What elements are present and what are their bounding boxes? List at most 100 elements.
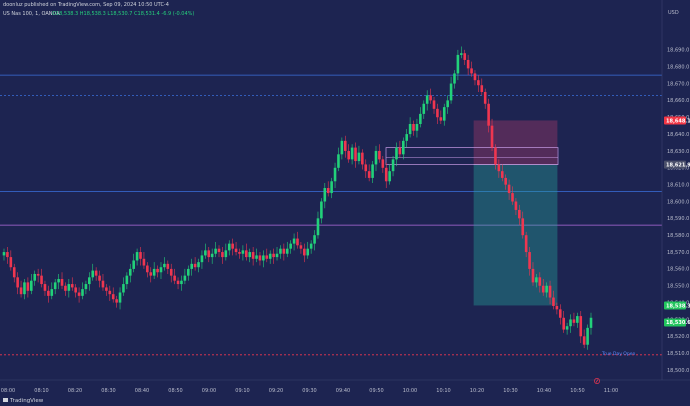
candle	[558, 304, 562, 325]
candle-body	[169, 268, 173, 276]
candle	[524, 231, 528, 258]
candle-body	[128, 268, 132, 276]
time-tick-label: 10:20	[470, 388, 484, 394]
candle-body	[262, 255, 265, 261]
candle	[125, 272, 129, 290]
candle-body	[214, 248, 217, 254]
price-tick-label: 18,510.0	[667, 351, 689, 357]
candle-body	[436, 108, 439, 118]
time-tick-label: 11:00	[604, 388, 618, 394]
candle	[313, 230, 316, 251]
flag-icon[interactable]	[594, 378, 600, 384]
candle-body	[224, 250, 228, 258]
candle-body	[207, 250, 211, 258]
candle	[528, 246, 531, 276]
candle-body	[357, 152, 361, 162]
candle-body	[449, 83, 453, 101]
candle-body	[40, 275, 43, 285]
candle-body	[453, 73, 456, 84]
candle	[146, 262, 149, 278]
take-profit-zone[interactable]	[473, 164, 558, 306]
candle	[442, 103, 446, 126]
price-tag-label: 18,648.1	[666, 118, 690, 124]
candle	[463, 49, 467, 66]
candle	[2, 248, 6, 261]
candle	[405, 129, 409, 148]
candle-body	[156, 268, 159, 273]
candle	[436, 103, 439, 124]
candle	[53, 279, 57, 295]
candle-body	[422, 103, 426, 114]
candle-body	[193, 263, 197, 268]
candle-body	[511, 193, 514, 202]
candle	[320, 198, 323, 224]
candle	[401, 137, 405, 160]
candle	[152, 262, 156, 280]
candle-body	[101, 280, 105, 288]
price-tag-label: 18,530.6	[666, 320, 690, 326]
price-tick-label: 18,640.0	[667, 132, 689, 138]
candle-body	[98, 275, 101, 281]
time-tick-label: 10:50	[570, 388, 584, 394]
candle-body	[579, 316, 583, 337]
candle	[388, 164, 391, 185]
candle	[197, 258, 200, 273]
brand-name: TradingView	[9, 398, 44, 404]
candle-body	[70, 284, 74, 288]
candle-body	[43, 284, 47, 291]
ohlc-values: O18,538.3 H18,538.3 L18,530.7 C18,531.4 …	[52, 11, 194, 17]
candle	[504, 174, 507, 190]
candle-body	[190, 263, 194, 269]
candle	[74, 284, 77, 298]
candle	[429, 88, 432, 104]
candle-body	[12, 267, 16, 278]
candle-body	[6, 252, 9, 258]
candle-body	[2, 252, 6, 256]
candle	[67, 279, 71, 298]
price-tag-label: 18,538.3	[666, 303, 690, 309]
tradingview-logo[interactable]: TradingView	[3, 398, 44, 404]
candle	[26, 277, 30, 298]
candle-body	[152, 268, 156, 276]
candle	[381, 156, 385, 173]
candle-body	[333, 167, 337, 182]
candle-body	[528, 252, 531, 269]
candle	[159, 262, 163, 280]
currency-label[interactable]: USD	[668, 10, 679, 16]
price-tag-label: 18,621.9	[666, 162, 690, 168]
candle	[412, 120, 415, 136]
candle-body	[77, 292, 81, 296]
candle	[408, 117, 412, 138]
candle-body	[125, 275, 129, 285]
candle	[490, 118, 494, 151]
candle	[285, 241, 289, 258]
candle	[497, 159, 501, 178]
symbol-title[interactable]: US Nas 100, 1, OANDA	[3, 11, 60, 17]
candle-body	[173, 275, 176, 281]
candle	[456, 49, 460, 81]
time-tick-label: 10:40	[537, 388, 551, 394]
candle-body	[159, 267, 163, 273]
candle	[477, 75, 480, 92]
candle	[98, 270, 101, 288]
time-tick-label: 09:10	[235, 388, 249, 394]
candles	[2, 46, 593, 350]
candle-body	[296, 238, 299, 246]
candle	[449, 76, 453, 104]
candle-body	[388, 171, 391, 182]
candle	[231, 238, 234, 256]
candle-body	[340, 140, 344, 155]
candle	[572, 312, 576, 327]
candle-body	[507, 184, 511, 194]
candle-body	[231, 243, 234, 249]
price-tick-label: 18,590.0	[667, 216, 689, 222]
time-axis[interactable]: 08:00 08:10 08:20 08:30 08:40 08:50 09:00 09:10…	[1, 388, 618, 394]
price-tick-label: 18,500.0	[667, 368, 689, 374]
candle-body	[429, 95, 432, 101]
range-box[interactable]	[385, 147, 559, 165]
candle-body	[115, 299, 118, 303]
candle-body	[33, 273, 37, 281]
candle-body	[251, 252, 255, 259]
stop-loss-zone[interactable]	[473, 120, 558, 165]
